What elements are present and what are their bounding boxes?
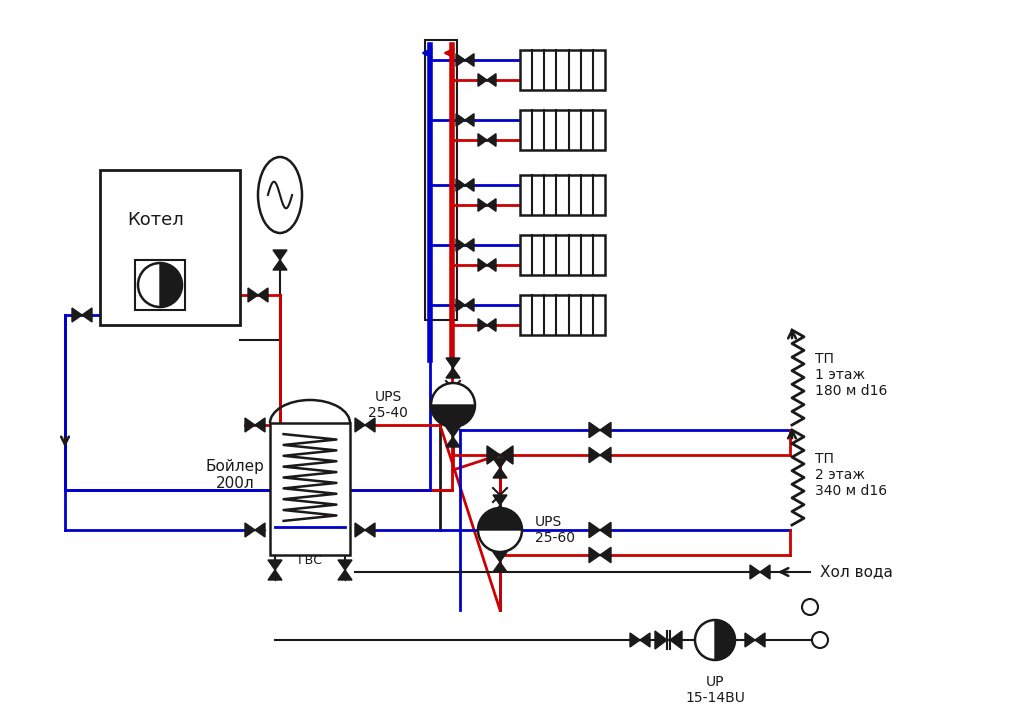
Polygon shape	[750, 565, 760, 579]
Polygon shape	[493, 458, 507, 468]
Polygon shape	[589, 522, 600, 538]
Polygon shape	[245, 523, 255, 537]
Polygon shape	[255, 523, 265, 537]
Polygon shape	[456, 299, 465, 312]
Bar	[520, 110, 605, 150]
Polygon shape	[493, 505, 507, 515]
Polygon shape	[355, 523, 365, 537]
Polygon shape	[245, 418, 255, 432]
Text: ТП
1 этаж
180 м d16: ТП 1 этаж 180 м d16	[815, 352, 888, 398]
Text: ТП
2 этаж
340 м d16: ТП 2 этаж 340 м d16	[815, 452, 887, 498]
Polygon shape	[465, 114, 474, 127]
Polygon shape	[446, 358, 460, 368]
Polygon shape	[478, 319, 487, 331]
Polygon shape	[493, 468, 507, 478]
Polygon shape	[478, 508, 522, 530]
Polygon shape	[487, 319, 496, 331]
Polygon shape	[248, 288, 258, 302]
Polygon shape	[355, 418, 365, 432]
Polygon shape	[640, 633, 650, 647]
Polygon shape	[493, 562, 507, 572]
Polygon shape	[338, 560, 352, 570]
Polygon shape	[465, 299, 474, 312]
Polygon shape	[268, 560, 282, 570]
Polygon shape	[600, 522, 611, 538]
Circle shape	[802, 599, 818, 615]
Polygon shape	[600, 422, 611, 437]
Polygon shape	[478, 259, 487, 271]
Bar	[520, 175, 605, 215]
Polygon shape	[760, 565, 770, 579]
Polygon shape	[268, 570, 282, 580]
Polygon shape	[72, 308, 82, 322]
Text: ГВС: ГВС	[298, 554, 323, 567]
Polygon shape	[82, 308, 92, 322]
Polygon shape	[160, 263, 182, 307]
Polygon shape	[456, 54, 465, 67]
Text: UPS
25-60: UPS 25-60	[535, 515, 575, 545]
Polygon shape	[258, 288, 268, 302]
Bar	[270, 423, 350, 555]
Polygon shape	[365, 523, 375, 537]
Polygon shape	[755, 633, 765, 647]
Text: UP
15-14BU: UP 15-14BU	[685, 675, 744, 705]
Polygon shape	[273, 250, 287, 260]
Polygon shape	[493, 495, 507, 505]
Polygon shape	[465, 239, 474, 252]
Text: UPS
25-40: UPS 25-40	[368, 390, 408, 420]
Polygon shape	[589, 547, 600, 562]
Polygon shape	[365, 418, 375, 432]
Text: Бойлер
200л: Бойлер 200л	[206, 459, 264, 491]
Polygon shape	[745, 633, 755, 647]
Polygon shape	[600, 448, 611, 463]
Ellipse shape	[258, 157, 302, 233]
Polygon shape	[465, 179, 474, 192]
Bar	[520, 295, 605, 335]
Polygon shape	[478, 199, 487, 211]
Polygon shape	[500, 446, 513, 464]
Polygon shape	[630, 633, 640, 647]
Polygon shape	[600, 547, 611, 562]
Polygon shape	[465, 54, 474, 67]
Polygon shape	[715, 620, 735, 660]
Polygon shape	[478, 134, 487, 146]
Bar	[520, 235, 605, 275]
Polygon shape	[338, 570, 352, 580]
Circle shape	[478, 508, 522, 552]
Polygon shape	[487, 74, 496, 86]
Polygon shape	[487, 259, 496, 271]
Bar	[135, 260, 185, 310]
Text: Котел: Котел	[128, 211, 184, 229]
Polygon shape	[456, 114, 465, 127]
Polygon shape	[589, 448, 600, 463]
Bar	[520, 50, 605, 90]
Polygon shape	[446, 427, 460, 437]
Polygon shape	[478, 74, 487, 86]
Polygon shape	[493, 552, 507, 562]
Bar	[425, 40, 457, 320]
Bar	[100, 170, 240, 325]
Polygon shape	[670, 631, 682, 649]
Polygon shape	[273, 260, 287, 270]
Polygon shape	[456, 179, 465, 192]
Polygon shape	[456, 239, 465, 252]
Polygon shape	[487, 199, 496, 211]
Polygon shape	[255, 418, 265, 432]
Polygon shape	[589, 422, 600, 437]
Circle shape	[138, 263, 182, 307]
Polygon shape	[487, 446, 500, 464]
Circle shape	[695, 620, 735, 660]
Polygon shape	[487, 134, 496, 146]
Polygon shape	[431, 405, 475, 427]
Circle shape	[812, 632, 828, 648]
Text: Хол вода: Хол вода	[820, 565, 893, 580]
Polygon shape	[446, 437, 460, 447]
Polygon shape	[446, 368, 460, 378]
Polygon shape	[655, 631, 667, 649]
Circle shape	[431, 383, 475, 427]
